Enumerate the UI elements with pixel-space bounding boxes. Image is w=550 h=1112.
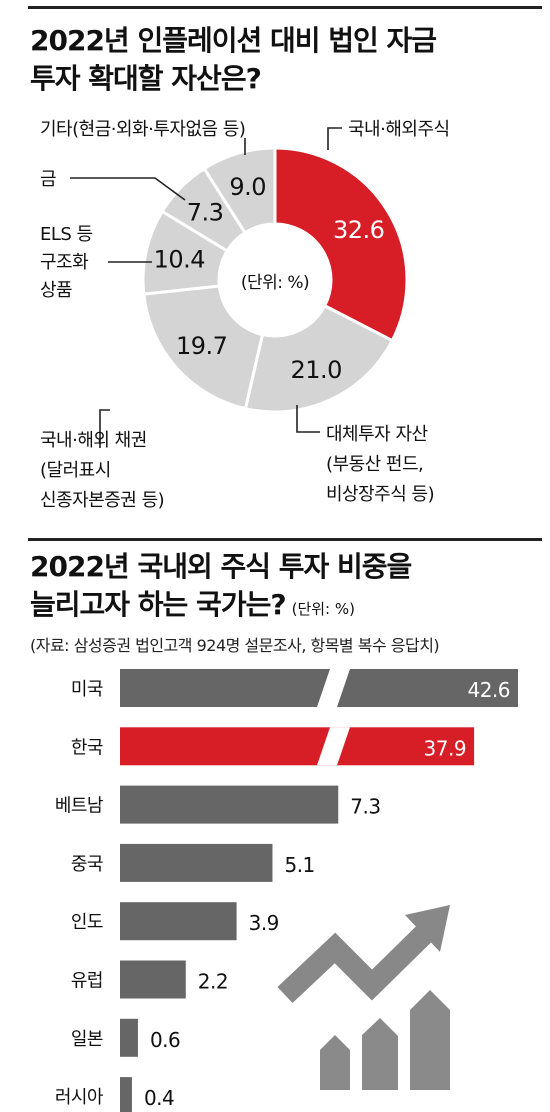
leader-line-alt <box>296 405 320 433</box>
growth-arrow-head-icon <box>405 905 450 952</box>
bar <box>120 960 186 999</box>
leader-line-stocks <box>327 127 342 150</box>
pie-label-els: ELS 등 <box>40 224 93 245</box>
pie-label-alt: 비상장주식 등) <box>326 484 434 505</box>
growth-bar-icon <box>362 1018 398 1090</box>
bar-break-mark <box>317 669 350 707</box>
pie-label-els: 상품 <box>40 280 72 301</box>
pie-slice <box>142 284 265 411</box>
pie-title-line-1: 2022년 인플레이션 대비 법인 자금 <box>30 24 437 57</box>
pie-label-stocks: 국내·해외주식 <box>348 119 450 140</box>
leader-line-bonds <box>99 409 110 448</box>
pie-label-bonds: (달러표시 <box>40 460 111 481</box>
growth-arrow-icon <box>277 922 436 1004</box>
pie-value-label: 19.7 <box>176 332 227 360</box>
pie-label-alt: 대체투자 자산 <box>326 424 428 445</box>
bar-unit-label: (단위: %) <box>291 600 355 618</box>
bar <box>120 1077 132 1112</box>
leader-line-gold <box>70 177 186 201</box>
bar-title-line-1: 2022년 국내외 주식 투자 비중을 <box>30 550 412 583</box>
bar-title-line-2: 늘리고자 하는 국가는? (단위: %) <box>30 588 355 621</box>
bar-value-label: 0.4 <box>144 1086 174 1110</box>
bar <box>120 843 273 882</box>
bar <box>120 669 518 707</box>
top-rule <box>28 6 542 9</box>
bar <box>120 727 475 766</box>
pie-value-label: 32.6 <box>333 216 384 244</box>
bar-value-label: 2.2 <box>198 970 228 994</box>
bar-category-label: 러시아 <box>55 1087 104 1108</box>
pie-chart-title: 2022년 인플레이션 대비 법인 자금 투자 확대할 자산은? <box>30 22 540 98</box>
source-note: (자료: 삼성증권 법인고객 924명 설문조사, 항목별 복수 응답치) <box>30 636 440 655</box>
bar-category-label: 한국 <box>71 737 103 758</box>
pie-label-etc: 기타(현금·외화·투자없음 등) <box>40 119 245 140</box>
bar-value-label: 7.3 <box>350 795 380 819</box>
bar <box>120 785 339 824</box>
pie-label-bonds: 국내·해외 채권 <box>40 430 147 451</box>
middle-rule <box>28 538 542 541</box>
bar-chart-title: 2022년 국내외 주식 투자 비중을 늘리고자 하는 국가는? (단위: %) <box>30 548 540 628</box>
bar-value-label: 37.9 <box>424 736 467 760</box>
pie-value-label: 9.0 <box>229 173 266 201</box>
pie-value-label: 7.3 <box>187 198 224 226</box>
bar-category-label: 유럽 <box>71 971 103 992</box>
pie-label-bonds: 신종자본증권 등) <box>40 490 164 511</box>
pie-slice <box>243 303 395 414</box>
pie-label-alt: (부동산 펀드, <box>326 454 423 475</box>
growth-bar-icon <box>410 990 450 1090</box>
bar-value-label: 0.6 <box>150 1028 180 1052</box>
pie-title-line-2: 투자 확대할 자산은? <box>30 62 262 95</box>
pie-slice <box>202 146 277 235</box>
bar <box>120 902 237 941</box>
pie-value-label: 21.0 <box>290 356 341 384</box>
bar-category-label: 베트남 <box>55 796 103 817</box>
bar <box>120 1018 138 1057</box>
bar-value-label: 5.1 <box>284 853 314 877</box>
pie-slice <box>273 146 409 343</box>
pie-label-gold: 금 <box>40 169 56 190</box>
pie-label-els: 구조화 <box>40 252 88 273</box>
bar-category-label: 일본 <box>71 1029 103 1050</box>
pie-value-label: 10.4 <box>154 246 205 274</box>
donut-hole <box>221 226 329 334</box>
bar-category-label: 인도 <box>71 912 103 933</box>
bar-value-label: 42.6 <box>467 678 510 702</box>
growth-bar-icon <box>320 1035 350 1090</box>
bar-category-label: 미국 <box>71 679 103 700</box>
bar-break-mark <box>317 727 350 766</box>
pie-unit-label: (단위: %) <box>241 273 309 293</box>
bar-category-label: 중국 <box>71 854 103 875</box>
bar-value-label: 3.9 <box>249 911 279 935</box>
